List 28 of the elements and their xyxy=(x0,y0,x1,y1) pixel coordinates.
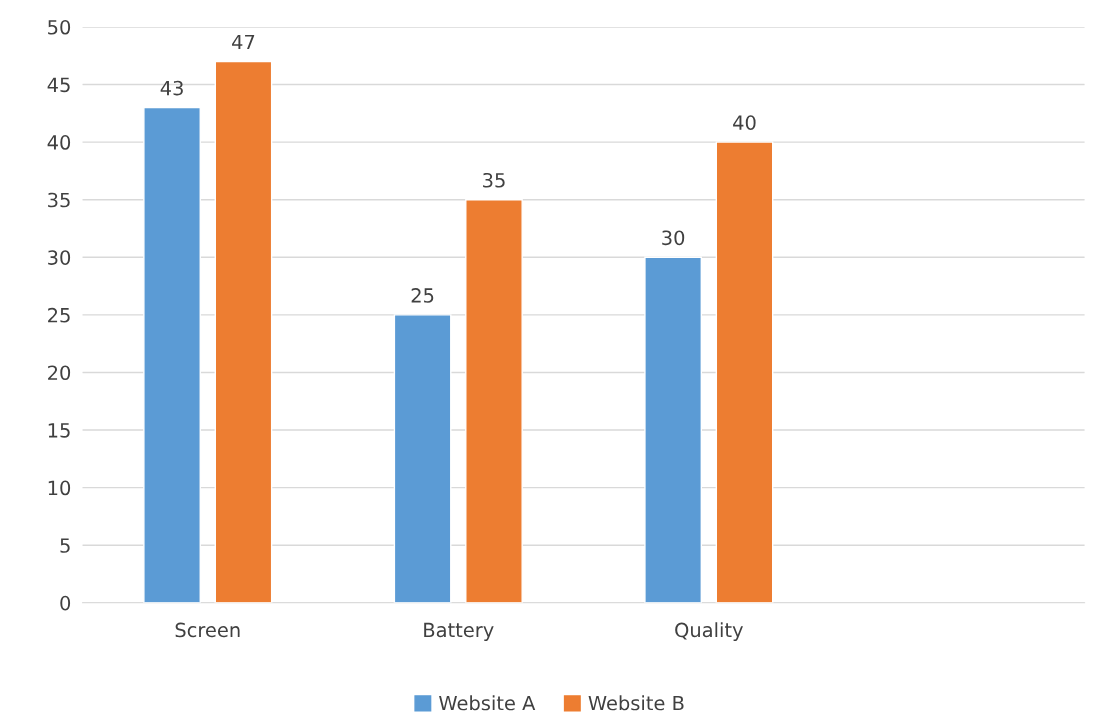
y-tick-label: 15 xyxy=(48,423,70,438)
x-tick-label: Screen xyxy=(175,622,240,638)
y-tick-label: 35 xyxy=(48,192,70,208)
bar xyxy=(393,314,452,603)
x-tick-label: Battery xyxy=(424,622,494,642)
bar xyxy=(715,141,774,603)
y-tick-label: 20 xyxy=(48,365,71,381)
data-label: 35 xyxy=(483,172,505,188)
y-tick-label: 5 xyxy=(60,538,70,553)
data-label: 43 xyxy=(160,80,183,96)
y-tick-label: 45 xyxy=(47,77,70,93)
legend-label: Website A xyxy=(439,695,536,711)
data-label: 25 xyxy=(411,288,434,303)
bar xyxy=(465,198,523,603)
data-label: 47 xyxy=(232,34,255,50)
data-label: 40 xyxy=(733,115,756,130)
y-tick-label: 25 xyxy=(48,307,70,323)
data-label: 30 xyxy=(662,230,685,246)
legend-label: Website B xyxy=(588,695,684,711)
y-tick-label: 10 xyxy=(48,480,71,496)
y-tick-label: 30 xyxy=(48,250,71,265)
y-tick-label: 50 xyxy=(48,19,71,35)
y-tick-label: 0 xyxy=(60,595,71,611)
y-tick-label: 40 xyxy=(47,135,71,150)
bar xyxy=(214,60,273,603)
x-tick-label: Quality xyxy=(675,622,743,642)
bar xyxy=(644,256,702,603)
bar xyxy=(143,106,201,603)
